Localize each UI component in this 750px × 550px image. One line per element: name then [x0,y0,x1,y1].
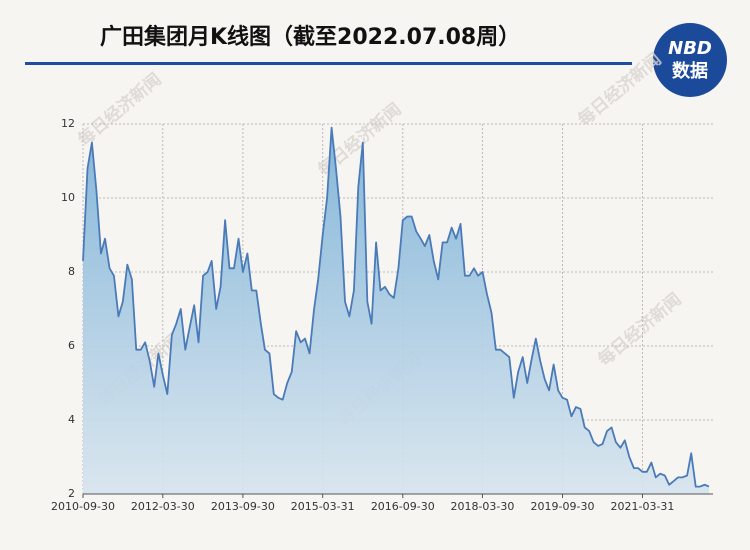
logo-top: NBD [668,38,712,59]
y-tick-label: 10 [61,191,75,204]
y-tick-label: 8 [68,265,75,278]
x-tick-label: 2016-09-30 [371,500,435,513]
x-tick-label: 2015-03-31 [291,500,355,513]
area-fill [83,127,709,494]
logo-bottom: 数据 [672,60,708,82]
price-line [82,126,710,488]
y-tick-label: 4 [68,413,75,426]
y-tick-label: 2 [68,487,75,500]
y-tick-label: 12 [61,117,75,130]
x-tick-label: 2019-09-30 [531,500,595,513]
x-tick-label: 2010-09-30 [51,500,115,513]
chart-title: 广田集团月K线图（截至2022.07.08周） [100,24,520,50]
title-rule [25,62,632,65]
x-tick-label: 2018-03-30 [450,500,514,513]
x-tick-label: 2021-03-31 [611,500,675,513]
plot: 2 4 6 8 10 12 2010-09-30 2012-03-30 2013-09-30 20… [51,117,713,513]
logo [653,23,727,97]
x-tick-label: 2012-03-30 [131,500,195,513]
x-tick-label: 2013-09-30 [211,500,275,513]
y-tick-label: 6 [68,339,75,352]
